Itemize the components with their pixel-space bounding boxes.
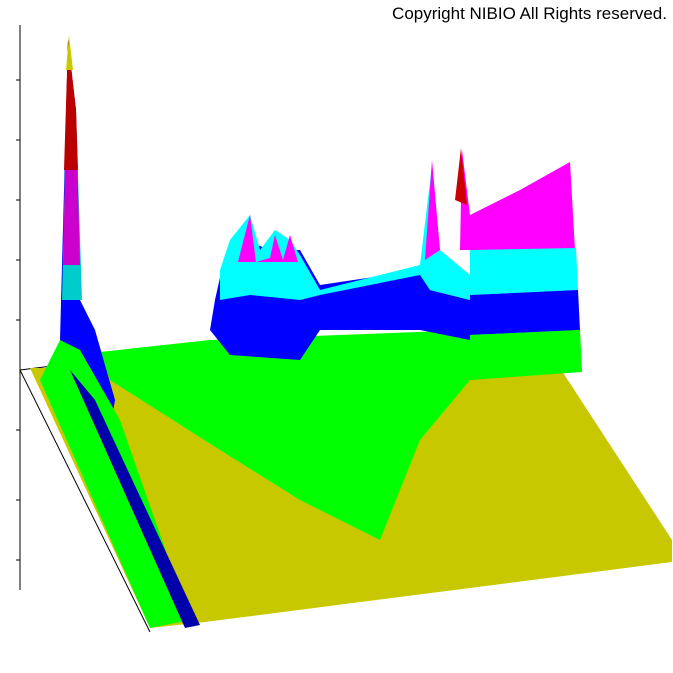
magenta-peaks xyxy=(238,215,298,262)
left-peak-red xyxy=(64,40,78,170)
left-peak-top xyxy=(66,35,73,70)
cyan-region xyxy=(220,165,470,300)
axes xyxy=(16,25,151,633)
green-block xyxy=(470,330,582,380)
left-green-ridge xyxy=(40,340,190,628)
green-region xyxy=(100,330,580,540)
red-peak xyxy=(455,148,467,205)
copyright: Copyright NIBIO All Rights reserved. xyxy=(392,4,667,23)
magenta-peak xyxy=(425,160,440,260)
left-blue-ridge xyxy=(70,370,200,628)
cyan-block xyxy=(470,248,578,295)
blue-block xyxy=(470,290,580,335)
y-axis xyxy=(19,369,151,633)
magenta-block xyxy=(460,150,575,250)
